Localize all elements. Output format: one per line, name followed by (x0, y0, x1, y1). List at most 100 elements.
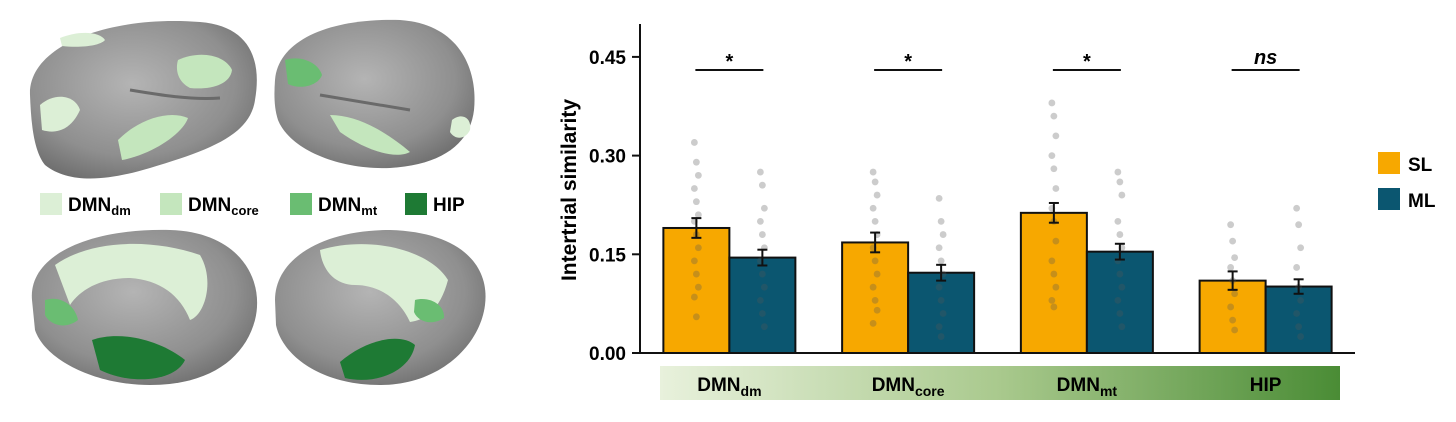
brain-right-lateral (274, 19, 475, 169)
data-point (935, 244, 943, 252)
y-tick-label: 0.45 (589, 48, 626, 69)
data-point (692, 313, 700, 321)
data-point (871, 218, 879, 225)
data-point (1052, 237, 1060, 245)
data-point (1293, 204, 1301, 212)
data-point (1114, 218, 1122, 225)
data-point (760, 283, 768, 291)
y-tick-label: 0.30 (589, 147, 626, 168)
data-point (939, 231, 947, 238)
data-point (1118, 323, 1126, 331)
data-point (939, 310, 947, 317)
data-point (690, 185, 698, 192)
data-point (1116, 178, 1124, 186)
data-point (1050, 303, 1058, 311)
data-point (1048, 99, 1056, 107)
data-point (1118, 283, 1126, 291)
brain-left-lateral (29, 20, 257, 179)
data-point (1116, 310, 1124, 317)
data-point (692, 270, 700, 278)
brain-legend-label: DMNcore (188, 195, 259, 218)
region-dmn-mt (45, 298, 78, 326)
data-point (756, 168, 764, 176)
data-point (1297, 296, 1305, 304)
chart-legend-swatch (1378, 152, 1400, 174)
chart-legend-swatch (1378, 188, 1400, 210)
data-point (1048, 257, 1056, 265)
data-point (1227, 264, 1235, 271)
data-point (1050, 165, 1058, 173)
bar-chart-panel: Intertrial similarity 0.00 0.15 0.30 0.45 * D… (540, 0, 1456, 417)
data-point (756, 296, 764, 304)
data-point (871, 257, 879, 265)
data-point (694, 283, 702, 291)
data-point (937, 218, 945, 225)
region-dmn-dm (55, 243, 208, 320)
brain-legend-label: DMNmt (318, 195, 378, 218)
data-point (694, 171, 702, 179)
legend-swatch (160, 193, 182, 215)
data-point (1231, 254, 1239, 261)
data-point (1297, 244, 1305, 252)
bar-sl (841, 241, 910, 354)
y-tick-label: 0.15 (589, 245, 626, 266)
data-point (1293, 264, 1301, 271)
brain-legend-label: HIP (433, 195, 465, 216)
significance-label: * (1083, 51, 1091, 73)
data-point (758, 310, 766, 317)
data-point (690, 293, 698, 301)
significance-label: ns (1254, 47, 1277, 69)
bar-ml (1264, 285, 1333, 354)
data-point (1231, 326, 1239, 334)
data-point (1116, 270, 1124, 278)
brain-right-medial (275, 230, 486, 385)
bar-sl (1019, 211, 1088, 354)
data-point (760, 323, 768, 331)
data-point (1052, 283, 1060, 291)
data-point (937, 257, 945, 265)
chart-legend-label: ML (1408, 191, 1436, 212)
data-point (935, 194, 943, 202)
data-point (1231, 290, 1239, 298)
data-point (1227, 221, 1235, 229)
data-point (760, 204, 768, 212)
data-point (869, 283, 877, 291)
data-point (871, 296, 879, 304)
bar-ml (728, 256, 797, 354)
region-dmn-core (176, 54, 232, 89)
region-dmn-mt (285, 58, 322, 87)
data-point (1295, 221, 1303, 229)
bar-ml (907, 271, 976, 354)
bar-sl (1198, 279, 1267, 354)
legend-swatch (290, 193, 312, 215)
data-point (692, 198, 700, 206)
brain-surface-panel: DMNdm DMNcore DMNmt HIP (0, 0, 540, 417)
data-point (1297, 333, 1305, 340)
region-dmn-core (330, 115, 410, 155)
brain-left-medial (31, 229, 258, 385)
x-category-label: HIP (1250, 375, 1282, 396)
data-point (758, 181, 766, 189)
bar-chart: Intertrial similarity 0.000.150.300.45 *D… (558, 24, 1436, 400)
brain-legend: DMNdm DMNcore DMNmt HIP (40, 193, 465, 218)
data-point (873, 191, 881, 199)
data-point (1227, 303, 1235, 311)
brain-surface-figure: DMNdm DMNcore DMNmt HIP (29, 19, 486, 385)
significance-label: * (904, 51, 912, 73)
legend-swatch (405, 193, 427, 215)
legend-swatch (40, 193, 62, 215)
data-point (694, 244, 702, 252)
data-point (1050, 112, 1058, 120)
significance-label: * (725, 51, 733, 73)
region-dmn-dm (60, 32, 105, 47)
data-point (1050, 270, 1058, 278)
data-point (937, 333, 945, 340)
region-dmn-core (118, 114, 188, 160)
data-point (1118, 191, 1126, 199)
data-point (1048, 152, 1056, 160)
data-point (1116, 231, 1124, 238)
y-tick-label: 0.00 (589, 344, 626, 365)
data-point (1114, 168, 1122, 176)
region-dmn-mt (414, 299, 445, 323)
data-point (869, 168, 877, 176)
